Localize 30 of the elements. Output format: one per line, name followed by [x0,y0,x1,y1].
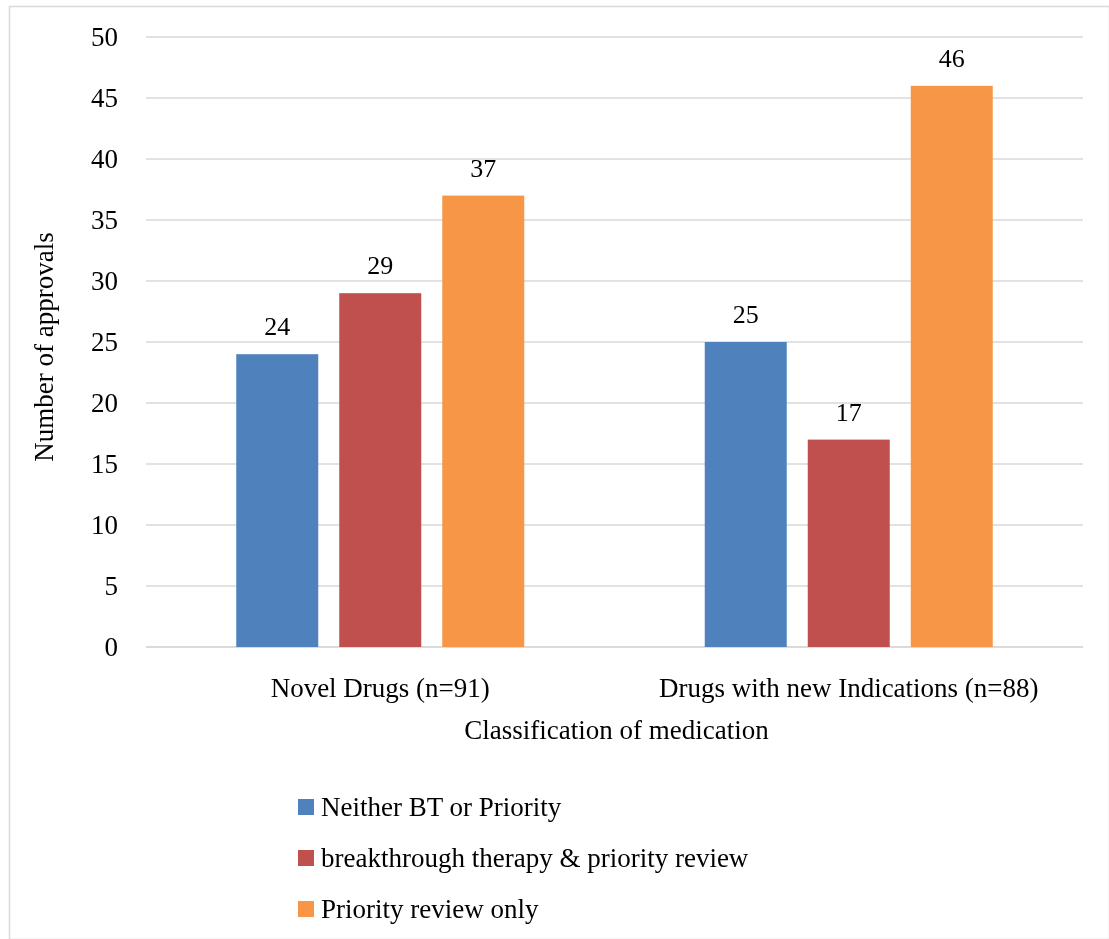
data-label: 46 [938,43,965,73]
y-tick-label: 30 [91,266,118,297]
y-tick-label: 50 [91,22,118,53]
y-tick-label: 35 [91,205,118,236]
y-tick-label: 10 [91,510,118,541]
bar [910,85,993,647]
bar [339,293,422,647]
x-axis-title: Classification of medication [464,715,770,745]
legend-label: Priority review only [321,894,539,925]
bar [807,439,890,647]
bar [236,354,319,647]
legend-label: breakthrough therapy & priority review [321,843,749,874]
y-tick-label: 20 [91,388,118,419]
y-tick-label: 25 [91,327,118,358]
legend-label: Neither BT or Priority [321,792,562,823]
data-label: 24 [264,312,291,342]
y-tick-label: 5 [104,571,118,602]
y-tick-label: 45 [91,83,118,114]
data-label: 17 [835,397,862,427]
data-label: 25 [732,300,759,329]
y-tick-label: 0 [104,632,118,663]
bar [704,342,787,647]
data-label: 29 [367,251,394,281]
x-tick-label: Novel Drugs (n=91) [270,673,490,703]
y-axis-title: Number of approvals [29,232,60,462]
x-tick-label: Drugs with new Indications (n=88) [658,673,1039,703]
y-tick-label: 40 [91,144,118,175]
y-tick-label: 15 [91,449,118,480]
bar [442,195,525,647]
data-label: 37 [470,153,497,183]
